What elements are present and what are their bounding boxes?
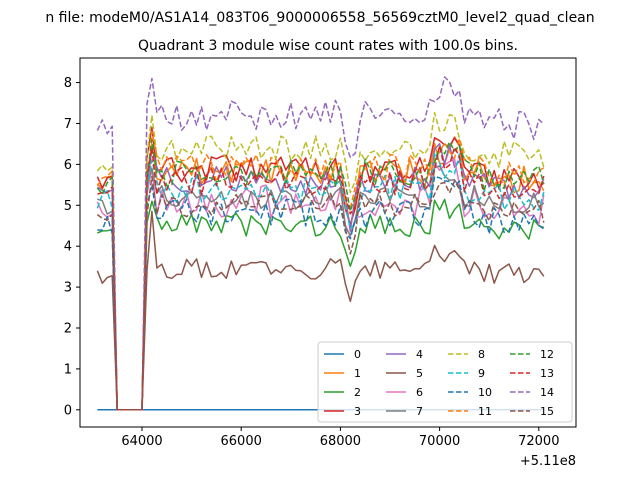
legend-label-7: 7 — [416, 405, 423, 418]
y-tick-label: 6 — [64, 158, 72, 173]
series-line-5 — [96, 210, 545, 411]
legend-label-15: 15 — [540, 405, 554, 418]
legend-label-9: 9 — [478, 367, 485, 380]
axes-title: Quadrant 3 module wise count rates with … — [138, 38, 518, 54]
legend-label-0: 0 — [354, 348, 361, 361]
legend-label-6: 6 — [416, 386, 423, 399]
legend-box — [317, 341, 573, 423]
axes-frame — [79, 57, 577, 428]
x-tick-label: 68000 — [320, 434, 361, 449]
legend-label-2: 2 — [354, 386, 361, 399]
legend-label-14: 14 — [540, 386, 554, 399]
x-axis: 64000 66000 68000 70000 72000 — [121, 427, 559, 449]
y-tick-label: 8 — [64, 76, 72, 91]
y-tick-label: 7 — [64, 117, 72, 132]
legend-label-3: 3 — [354, 405, 361, 418]
y-tick-label: 5 — [64, 199, 72, 214]
x-tick-label: 72000 — [518, 434, 559, 449]
y-tick-label: 4 — [64, 240, 72, 255]
series-line-9 — [96, 152, 545, 411]
legend-label-8: 8 — [478, 348, 485, 361]
series-line-13 — [97, 144, 545, 411]
series-line-8 — [96, 112, 545, 411]
figure-suptitle: n file: modeM0/AS1A14_083T06_9000006558_… — [45, 10, 594, 26]
y-tick-label: 1 — [64, 362, 72, 377]
series-line-2 — [97, 198, 545, 411]
series-line-15 — [96, 175, 545, 411]
x-tick-label: 64000 — [121, 434, 162, 449]
legend-label-13: 13 — [540, 367, 554, 380]
series-line-11 — [96, 130, 545, 411]
y-tick-label: 2 — [64, 322, 72, 337]
x-tick-label: 70000 — [419, 434, 460, 449]
legend-label-11: 11 — [478, 405, 492, 418]
y-tick-label: 0 — [64, 403, 72, 418]
series-line-7 — [97, 165, 545, 411]
legend-label-1: 1 — [354, 367, 361, 380]
series-layer — [96, 76, 545, 411]
x-tick-label: 66000 — [221, 434, 262, 449]
legend-label-4: 4 — [416, 348, 423, 361]
y-axis: 0 1 2 3 4 5 6 7 8 — [64, 76, 80, 418]
series-line-14 — [96, 76, 545, 411]
series-line-12 — [96, 139, 545, 411]
legend-label-5: 5 — [416, 367, 423, 380]
series-line-10 — [97, 175, 545, 411]
legend-label-10: 10 — [478, 386, 492, 399]
x-offset-label: +5.11e8 — [520, 454, 576, 469]
legend-label-12: 12 — [540, 348, 554, 361]
y-tick-label: 3 — [64, 281, 72, 296]
